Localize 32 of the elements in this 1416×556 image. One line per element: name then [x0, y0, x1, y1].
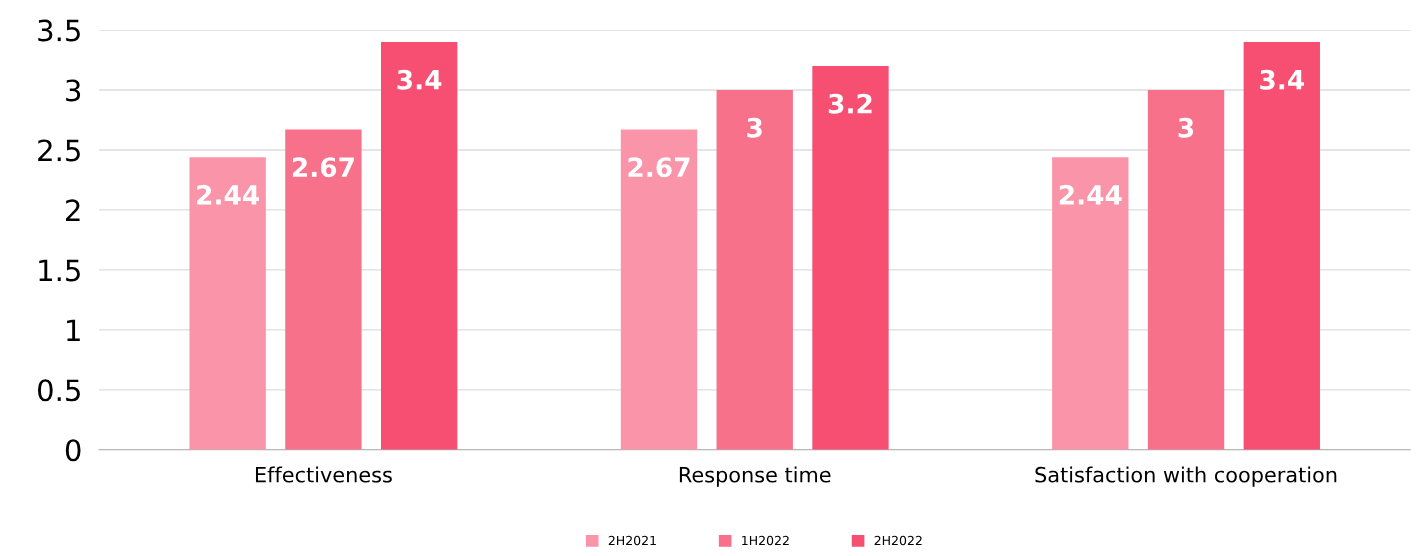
y-tick-label: 0.5	[37, 379, 80, 402]
data-label: 3.4	[1260, 69, 1304, 90]
bar	[812, 66, 889, 450]
y-tick-label: 1.5	[39, 259, 80, 282]
bar	[380, 42, 458, 450]
x-tick-label: Satisfaction with cooperation	[1035, 466, 1337, 487]
data-label: 2.44	[197, 184, 259, 205]
bar	[716, 89, 793, 450]
y-tick-label: 3.5	[38, 19, 80, 42]
bar	[1243, 42, 1320, 450]
data-label: 2.44	[1059, 184, 1122, 205]
data-label: 3	[1178, 117, 1194, 138]
legend-label: 1H2022	[742, 535, 789, 546]
bar	[285, 129, 362, 450]
y-tick-label: 3	[66, 79, 81, 102]
bar	[620, 129, 698, 450]
y-tick-label: 1	[67, 319, 80, 341]
y-tick-label: 0	[65, 439, 81, 462]
data-label: 2.67	[628, 157, 690, 178]
x-tick-label: Response time	[679, 466, 831, 487]
y-tick-label: 2	[66, 199, 80, 222]
data-label: 3.4	[397, 69, 442, 90]
data-label: 2.67	[292, 157, 354, 178]
data-label: 3.2	[828, 93, 872, 114]
bar	[189, 157, 266, 450]
x-tick-label: Effectiveness	[255, 466, 392, 483]
bar	[1052, 157, 1129, 450]
y-tick-label: 2.5	[38, 139, 80, 162]
legend-label: 2H2022	[874, 535, 922, 546]
legend-label: 2H2021	[608, 535, 656, 546]
data-label: 3	[747, 117, 762, 138]
bar	[1147, 89, 1225, 450]
